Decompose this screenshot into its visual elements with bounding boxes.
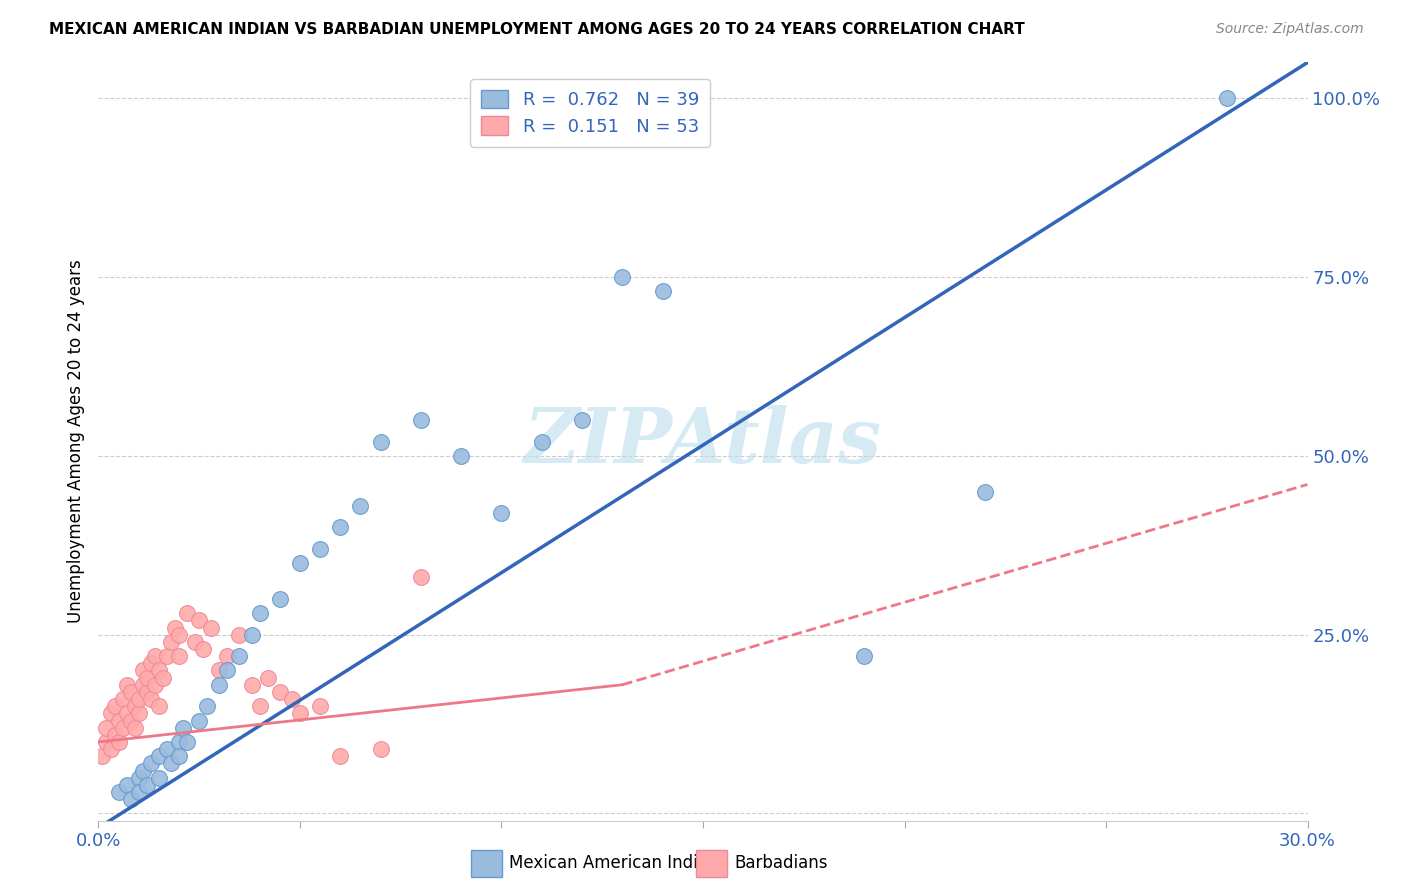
Point: [256, 671, 278, 685]
Point: [128, 771, 150, 785]
Point: [853, 649, 876, 664]
Point: [143, 678, 166, 692]
Point: [148, 749, 170, 764]
Point: [132, 664, 155, 678]
Point: [156, 742, 179, 756]
Point: [249, 606, 271, 620]
Point: [208, 664, 231, 678]
Point: [217, 664, 239, 678]
Text: ZIPAtlas: ZIPAtlas: [524, 405, 882, 478]
Point: [200, 620, 222, 634]
Point: [167, 749, 190, 764]
Point: [128, 706, 150, 721]
Point: [128, 692, 150, 706]
Point: [96, 721, 118, 735]
Point: [450, 449, 472, 463]
Point: [139, 657, 162, 671]
Point: [370, 434, 392, 449]
Point: [100, 706, 122, 721]
Point: [167, 628, 190, 642]
Point: [152, 671, 174, 685]
Point: [491, 506, 513, 520]
Legend: R =  0.762   N = 39, R =  0.151   N = 53: R = 0.762 N = 39, R = 0.151 N = 53: [470, 79, 710, 146]
Point: [370, 742, 392, 756]
Point: [107, 735, 129, 749]
Point: [156, 649, 179, 664]
Point: [91, 749, 114, 764]
Point: [103, 728, 125, 742]
Point: [349, 499, 371, 513]
Point: [107, 714, 129, 728]
Point: [120, 685, 142, 699]
Point: [195, 699, 218, 714]
Text: Source: ZipAtlas.com: Source: ZipAtlas.com: [1216, 22, 1364, 37]
Point: [115, 706, 138, 721]
Point: [228, 628, 250, 642]
Text: Barbadians: Barbadians: [734, 855, 828, 872]
Point: [135, 671, 157, 685]
Point: [160, 635, 183, 649]
Point: [530, 434, 553, 449]
Text: Mexican American Indians: Mexican American Indians: [509, 855, 727, 872]
Point: [281, 692, 304, 706]
Point: [163, 620, 186, 634]
Point: [115, 678, 138, 692]
Point: [100, 742, 122, 756]
Point: [139, 692, 162, 706]
Point: [409, 570, 432, 584]
Point: [124, 699, 146, 714]
Point: [269, 685, 291, 699]
Point: [571, 413, 593, 427]
Point: [132, 678, 155, 692]
Point: [139, 756, 162, 771]
Point: [167, 735, 190, 749]
Point: [269, 591, 291, 606]
Y-axis label: Unemployment Among Ages 20 to 24 years: Unemployment Among Ages 20 to 24 years: [66, 260, 84, 624]
Point: [208, 678, 231, 692]
Point: [107, 785, 129, 799]
Point: [96, 735, 118, 749]
Point: [651, 285, 673, 299]
Point: [974, 484, 997, 499]
Point: [176, 735, 198, 749]
Point: [329, 520, 352, 534]
Point: [120, 714, 142, 728]
Point: [148, 771, 170, 785]
Point: [160, 756, 183, 771]
Point: [167, 649, 190, 664]
Point: [309, 699, 332, 714]
Point: [120, 792, 142, 806]
Point: [128, 785, 150, 799]
Point: [329, 749, 352, 764]
Point: [172, 721, 194, 735]
Point: [249, 699, 271, 714]
Point: [103, 699, 125, 714]
Point: [228, 649, 250, 664]
Point: [309, 541, 332, 556]
Point: [409, 413, 432, 427]
Point: [188, 613, 211, 627]
Point: [111, 721, 134, 735]
Point: [132, 764, 155, 778]
Point: [184, 635, 207, 649]
Point: [124, 721, 146, 735]
Point: [1216, 91, 1239, 105]
Point: [143, 649, 166, 664]
Point: [188, 714, 211, 728]
Point: [193, 642, 215, 657]
Point: [288, 556, 311, 570]
Text: MEXICAN AMERICAN INDIAN VS BARBADIAN UNEMPLOYMENT AMONG AGES 20 TO 24 YEARS CORR: MEXICAN AMERICAN INDIAN VS BARBADIAN UNE…: [49, 22, 1025, 37]
Point: [148, 664, 170, 678]
Point: [288, 706, 311, 721]
Point: [111, 692, 134, 706]
Point: [176, 606, 198, 620]
Point: [217, 649, 239, 664]
Point: [240, 678, 263, 692]
Point: [612, 270, 634, 285]
Point: [135, 778, 157, 792]
Point: [240, 628, 263, 642]
Point: [148, 699, 170, 714]
Point: [135, 685, 157, 699]
Point: [115, 778, 138, 792]
